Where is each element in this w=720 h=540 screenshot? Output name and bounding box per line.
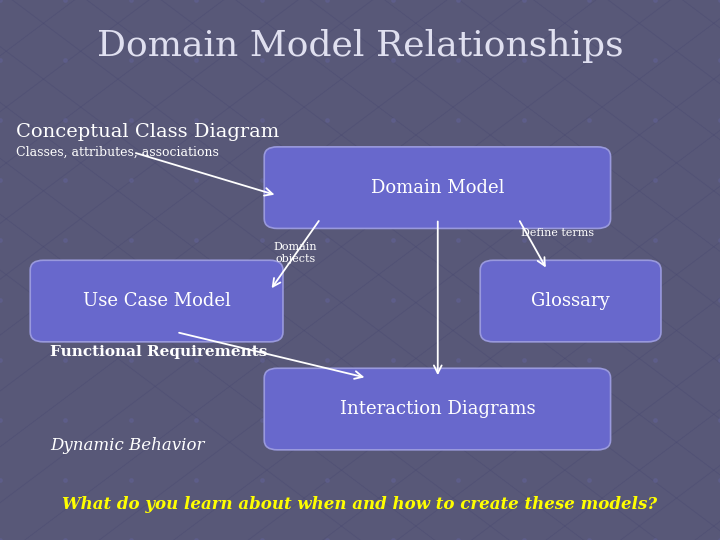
FancyBboxPatch shape: [480, 260, 661, 342]
Text: What do you learn about when and how to create these models?: What do you learn about when and how to …: [63, 496, 657, 514]
FancyBboxPatch shape: [264, 147, 611, 228]
FancyBboxPatch shape: [264, 368, 611, 450]
Text: Functional Requirements: Functional Requirements: [50, 345, 268, 359]
Text: Use Case Model: Use Case Model: [83, 292, 230, 310]
Text: Interaction Diagrams: Interaction Diagrams: [340, 400, 535, 418]
Text: Glossary: Glossary: [531, 292, 610, 310]
FancyBboxPatch shape: [30, 260, 283, 342]
Text: Define terms: Define terms: [521, 228, 595, 238]
Text: Classes, attributes, associations: Classes, attributes, associations: [16, 146, 219, 159]
Text: Domain Model Relationships: Domain Model Relationships: [96, 29, 624, 63]
Text: Dynamic Behavior: Dynamic Behavior: [50, 437, 205, 454]
Text: Domain
objects: Domain objects: [274, 242, 317, 264]
Text: Domain Model: Domain Model: [371, 179, 504, 197]
Text: Conceptual Class Diagram: Conceptual Class Diagram: [16, 123, 279, 141]
